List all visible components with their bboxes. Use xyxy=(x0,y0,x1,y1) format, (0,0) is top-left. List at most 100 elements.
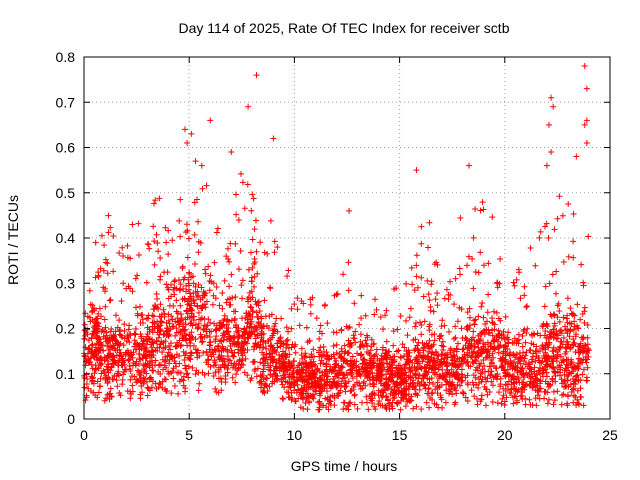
data-point xyxy=(244,181,251,188)
data-point xyxy=(233,360,240,367)
data-point xyxy=(113,312,120,319)
data-point xyxy=(223,328,230,335)
data-point xyxy=(177,311,184,318)
data-point xyxy=(216,302,223,309)
data-point xyxy=(366,351,373,358)
data-point xyxy=(426,297,433,304)
data-point xyxy=(477,249,484,256)
data-point xyxy=(272,320,279,327)
data-point xyxy=(478,392,485,399)
data-point xyxy=(439,373,446,380)
data-point xyxy=(192,346,199,353)
data-point xyxy=(260,323,267,330)
data-point xyxy=(549,378,556,385)
data-point xyxy=(341,383,348,390)
data-point xyxy=(303,364,310,371)
data-point xyxy=(257,359,264,366)
data-point xyxy=(295,369,302,376)
data-point xyxy=(267,362,274,369)
data-point xyxy=(550,401,557,408)
data-point xyxy=(282,354,289,361)
data-point xyxy=(316,390,323,397)
data-point xyxy=(348,387,355,394)
data-point xyxy=(527,382,534,389)
data-point xyxy=(156,276,163,283)
data-point xyxy=(533,353,540,360)
data-point xyxy=(413,273,420,280)
data-point xyxy=(151,320,158,327)
data-point xyxy=(140,366,147,373)
data-point xyxy=(563,361,570,368)
data-point xyxy=(363,332,370,339)
data-point xyxy=(554,388,561,395)
data-point xyxy=(157,301,164,308)
data-point xyxy=(104,378,111,385)
data-point xyxy=(564,402,571,409)
data-point xyxy=(474,401,481,408)
data-point xyxy=(241,340,248,347)
data-point xyxy=(316,406,323,413)
data-point xyxy=(583,117,590,124)
data-point xyxy=(172,360,179,367)
data-point xyxy=(105,352,112,359)
data-point xyxy=(551,397,558,404)
data-point xyxy=(210,280,217,287)
data-point xyxy=(470,285,477,292)
data-point xyxy=(325,356,332,363)
data-point xyxy=(162,376,169,383)
data-point xyxy=(484,391,491,398)
data-point xyxy=(375,401,382,408)
data-point xyxy=(95,269,102,276)
data-point xyxy=(561,371,568,378)
data-point xyxy=(93,322,100,329)
data-point xyxy=(284,273,291,280)
data-point xyxy=(143,315,150,322)
data-point xyxy=(551,226,558,233)
data-point xyxy=(259,349,266,356)
data-point xyxy=(545,121,552,128)
data-point xyxy=(221,277,228,284)
data-point xyxy=(438,356,445,363)
data-point xyxy=(95,350,102,357)
data-point xyxy=(116,317,123,324)
data-point xyxy=(357,372,364,379)
data-point xyxy=(340,406,347,413)
data-point xyxy=(303,324,310,331)
data-point xyxy=(285,345,292,352)
data-point xyxy=(285,267,292,274)
data-point xyxy=(494,399,501,406)
data-point xyxy=(547,382,554,389)
data-point xyxy=(154,324,161,331)
data-point xyxy=(289,371,296,378)
data-point xyxy=(351,401,358,408)
data-point xyxy=(516,269,523,276)
data-point xyxy=(462,394,469,401)
data-point xyxy=(428,350,435,357)
data-point xyxy=(577,340,584,347)
data-point xyxy=(107,224,114,231)
data-point xyxy=(312,387,319,394)
data-point xyxy=(269,359,276,366)
data-point xyxy=(559,380,566,387)
data-point xyxy=(337,387,344,394)
data-point xyxy=(110,233,117,240)
data-point xyxy=(570,380,577,387)
data-point xyxy=(278,340,285,347)
data-point xyxy=(228,149,235,156)
data-point xyxy=(548,313,555,320)
data-point xyxy=(469,255,476,262)
data-point xyxy=(368,336,375,343)
data-point xyxy=(413,262,420,269)
data-point xyxy=(139,389,146,396)
data-point xyxy=(174,339,181,346)
data-point xyxy=(375,362,382,369)
data-point xyxy=(156,344,163,351)
data-point xyxy=(286,351,293,358)
data-point xyxy=(317,400,324,407)
data-point xyxy=(151,238,158,245)
data-point xyxy=(468,336,475,343)
data-point xyxy=(413,252,420,259)
data-point xyxy=(264,250,271,257)
data-point xyxy=(574,387,581,394)
data-point xyxy=(523,381,530,388)
